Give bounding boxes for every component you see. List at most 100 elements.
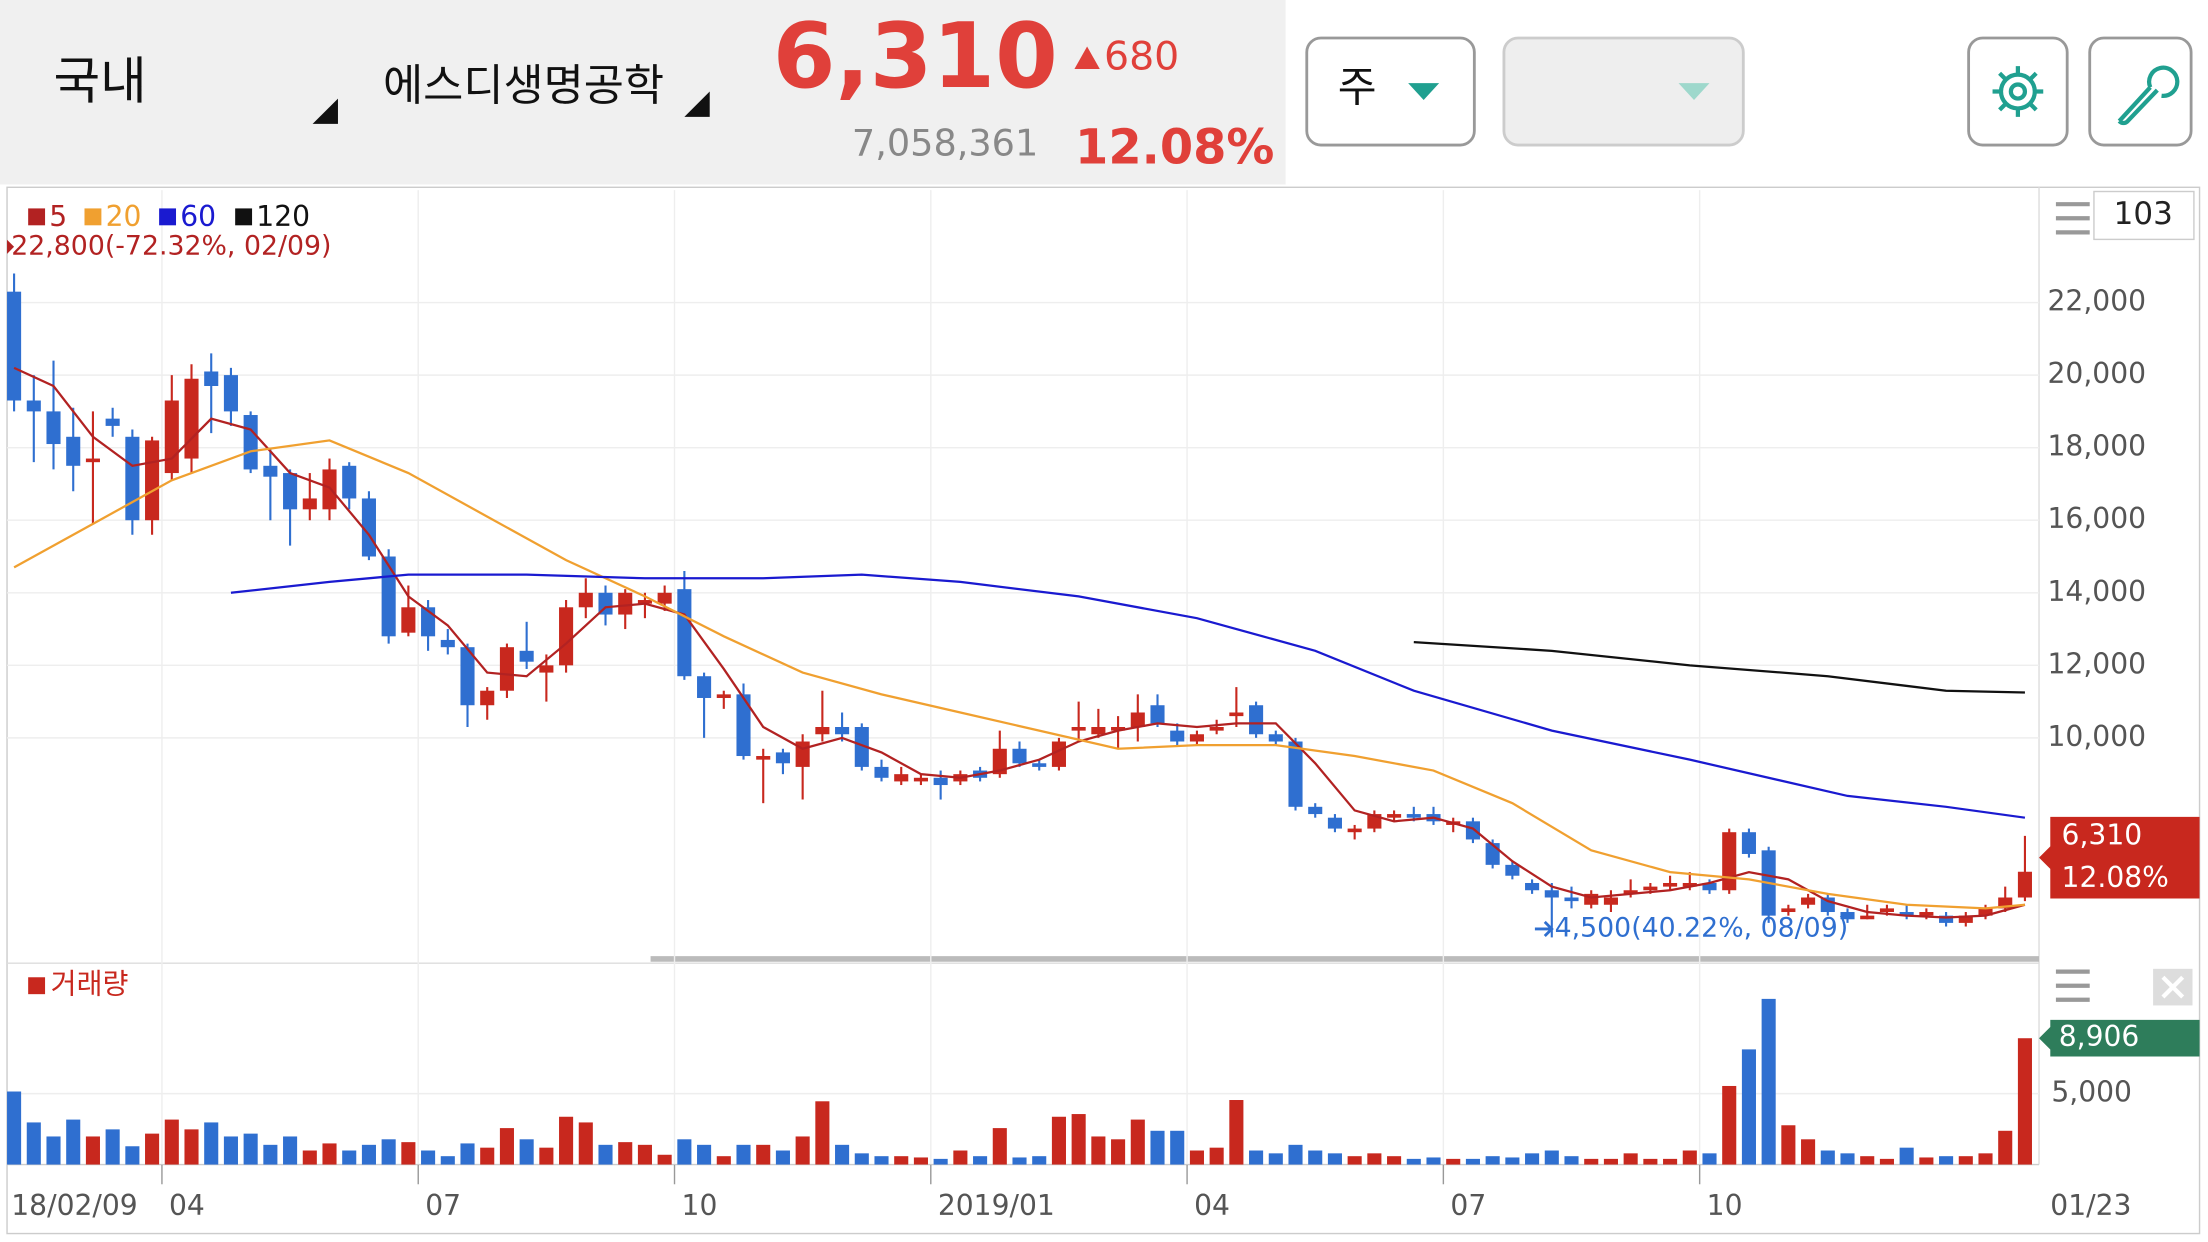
candle-body bbox=[1781, 908, 1796, 913]
candle-body bbox=[2017, 871, 2032, 898]
volume-bar bbox=[1879, 1158, 1894, 1165]
ma-line bbox=[13, 366, 2026, 919]
volume-bar bbox=[1525, 1153, 1540, 1165]
chart-frame bbox=[6, 186, 2201, 1235]
candle-body bbox=[381, 556, 396, 637]
candle-body bbox=[1327, 817, 1342, 829]
dropdown-arrow[interactable] bbox=[1408, 83, 1440, 100]
candle-body bbox=[618, 592, 633, 615]
candle-body bbox=[1840, 912, 1855, 920]
volume-bar bbox=[145, 1133, 160, 1165]
volume-bar bbox=[1781, 1125, 1796, 1165]
volume-bar bbox=[1820, 1150, 1835, 1165]
candle-body bbox=[105, 418, 120, 426]
volume-bar bbox=[637, 1144, 652, 1165]
candle-body bbox=[1406, 814, 1421, 818]
ma-line bbox=[230, 573, 2026, 819]
volume-marker bbox=[2039, 1019, 2200, 1057]
volume-bar bbox=[26, 1122, 41, 1165]
volume-bar bbox=[1012, 1157, 1027, 1165]
y-tick-label: 12,000 bbox=[2048, 647, 2147, 680]
tools-button[interactable] bbox=[2088, 36, 2193, 147]
candle-body bbox=[283, 473, 298, 510]
candle-body bbox=[1603, 897, 1618, 905]
candle-body bbox=[1150, 705, 1165, 724]
candle-body bbox=[1998, 897, 2013, 909]
candle-body bbox=[1308, 806, 1323, 815]
x-tick-label: 18/02/09 bbox=[11, 1189, 137, 1222]
volume-bar bbox=[2017, 1038, 2032, 1165]
period[interactable]: 주 bbox=[1338, 63, 1377, 112]
volume-bar bbox=[716, 1156, 731, 1165]
candle-body bbox=[559, 607, 574, 666]
volume-bar bbox=[874, 1156, 889, 1165]
volume-bar bbox=[913, 1157, 928, 1165]
candle-body bbox=[1505, 864, 1520, 876]
volume-bar bbox=[7, 1091, 22, 1165]
candle-body bbox=[204, 371, 219, 386]
candle-body bbox=[1209, 727, 1224, 731]
candle-body bbox=[85, 458, 100, 463]
volume-bar bbox=[657, 1154, 672, 1165]
candle-body bbox=[1978, 908, 1993, 916]
x-tick-label: 07 bbox=[425, 1189, 461, 1222]
low-annotation: 4,500(40.22%, 08/09) bbox=[1555, 912, 1849, 943]
volume-bar bbox=[125, 1146, 140, 1165]
volume-bar bbox=[992, 1128, 1007, 1165]
gear-icon[interactable] bbox=[1992, 66, 2044, 117]
price: 6,310 bbox=[773, 4, 1058, 109]
candle-body bbox=[7, 291, 22, 401]
candle-body bbox=[26, 400, 41, 412]
menu-icon[interactable] bbox=[2055, 969, 2090, 1002]
dropdown-arrow[interactable] bbox=[1678, 83, 1710, 100]
volume-bar bbox=[1663, 1158, 1678, 1165]
market-arrow[interactable] bbox=[312, 98, 338, 124]
volume-bar bbox=[835, 1144, 850, 1165]
volume-bar bbox=[519, 1139, 534, 1165]
settings-button[interactable] bbox=[1967, 36, 2069, 147]
volume-bar bbox=[1702, 1153, 1717, 1165]
x-tick-label: 01/23 bbox=[2050, 1189, 2131, 1222]
blank-dropdown[interactable] bbox=[1502, 36, 1745, 147]
volume-bar bbox=[1367, 1153, 1382, 1165]
header-bg bbox=[0, 0, 1286, 185]
volume-bar bbox=[263, 1144, 278, 1165]
candle-body bbox=[894, 774, 909, 782]
volume-bar bbox=[1327, 1153, 1342, 1165]
stock-name[interactable]: 에스디생명공학 bbox=[383, 61, 664, 112]
candle-body bbox=[756, 756, 771, 760]
change: 680 bbox=[1104, 34, 1179, 80]
volume-bar bbox=[105, 1129, 120, 1165]
candle-body bbox=[1879, 908, 1894, 913]
volume-bar bbox=[381, 1139, 396, 1165]
volume-marker-value: 8,906 bbox=[2059, 1020, 2140, 1053]
candle-body bbox=[775, 752, 790, 764]
count: 103 bbox=[2114, 196, 2173, 232]
legend-label: 120 bbox=[256, 200, 310, 233]
annotation-marker bbox=[7, 239, 15, 254]
candle-body bbox=[342, 465, 357, 499]
volume-bar bbox=[1505, 1157, 1520, 1165]
volume-bar bbox=[1268, 1153, 1283, 1165]
menu-icon[interactable] bbox=[2055, 202, 2090, 235]
volume-bar bbox=[756, 1144, 771, 1165]
market[interactable]: 국내 bbox=[54, 51, 147, 110]
candle-body bbox=[184, 378, 199, 459]
wrench-icon[interactable] bbox=[2117, 65, 2180, 126]
volume-bar bbox=[1308, 1150, 1323, 1165]
candle-body bbox=[440, 639, 455, 648]
volume-bar bbox=[1209, 1147, 1224, 1165]
candle-body bbox=[1091, 727, 1106, 735]
volume-bar bbox=[933, 1158, 948, 1165]
candle-body bbox=[874, 766, 889, 778]
period-dropdown[interactable] bbox=[1305, 36, 1476, 147]
x-tick-label: 04 bbox=[169, 1189, 205, 1222]
x-tick-label: 10 bbox=[682, 1189, 718, 1222]
close-icon[interactable] bbox=[2161, 975, 2185, 999]
candle-body bbox=[125, 436, 140, 521]
count-box[interactable] bbox=[2093, 190, 2195, 241]
candle-body bbox=[1722, 832, 1737, 891]
volume-bar bbox=[1091, 1136, 1106, 1165]
volume-bar bbox=[1998, 1130, 2013, 1165]
volume-bar bbox=[618, 1142, 633, 1165]
